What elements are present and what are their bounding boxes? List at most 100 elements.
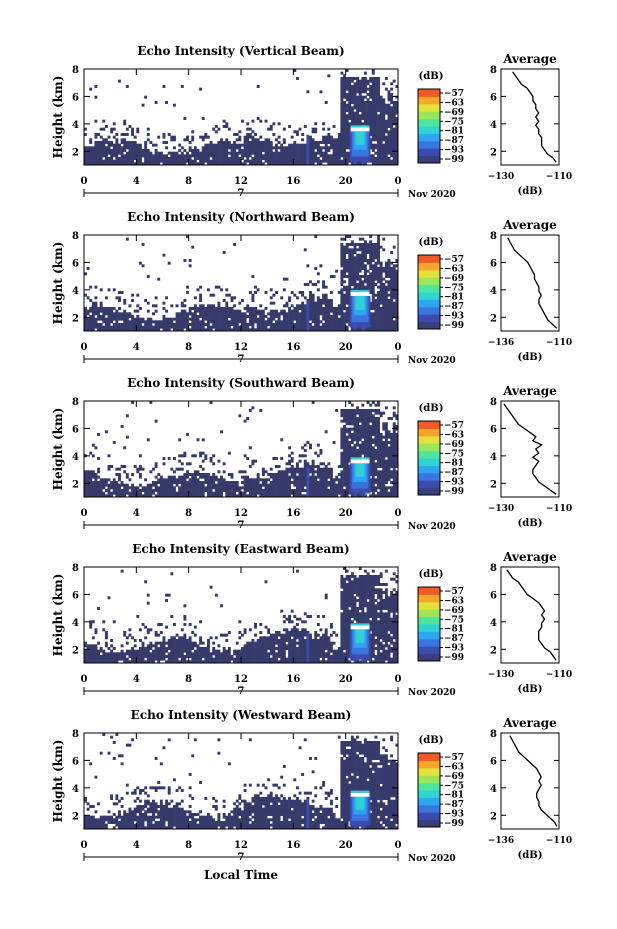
- echo-cell: [235, 317, 239, 321]
- echo-cell: [261, 154, 265, 158]
- echo-cell: [343, 130, 346, 134]
- echo-cell: [269, 309, 273, 313]
- echo-cell: [374, 133, 378, 136]
- echo-cell: [392, 130, 396, 134]
- echo-cell: [118, 315, 121, 318]
- echo-cell: [183, 473, 187, 476]
- echo-cell: [390, 475, 394, 479]
- echo-cell: [387, 462, 391, 466]
- echo-cell: [348, 449, 352, 452]
- echo-cell: [358, 82, 362, 86]
- echo-cell: [180, 481, 184, 484]
- echo-cell: [115, 486, 119, 490]
- echo-cell: [358, 119, 362, 123]
- echo-cell: [288, 143, 292, 147]
- echo-cell: [199, 159, 203, 163]
- echo-cell: [199, 299, 203, 302]
- echo-cell: [220, 475, 223, 479]
- colorbar-segment: [418, 472, 440, 481]
- echo-cell: [356, 162, 360, 165]
- echo-cell: [329, 489, 333, 492]
- echo-cell: [110, 325, 114, 329]
- echo-cell: [392, 135, 396, 139]
- echo-cell: [369, 486, 373, 490]
- echo-cell: [246, 475, 250, 479]
- echo-cell: [377, 299, 380, 302]
- echo-cell: [282, 478, 286, 482]
- echo-cell: [217, 489, 221, 492]
- echo-cell: [159, 481, 163, 484]
- echo-cell: [94, 320, 98, 324]
- echo-cell: [241, 486, 244, 490]
- echo-cell: [233, 309, 237, 313]
- echo-cell: [269, 312, 273, 316]
- echo-cell: [188, 309, 192, 313]
- echo-cell: [118, 291, 121, 294]
- echo-cell: [395, 95, 398, 99]
- echo-cell: [301, 291, 305, 294]
- echo-cell: [104, 631, 108, 634]
- bright-band-fill: [355, 295, 365, 310]
- echo-cell: [301, 478, 305, 482]
- echo-cell: [324, 141, 328, 144]
- echo-cell: [387, 417, 391, 420]
- echo-cell: [369, 87, 373, 91]
- echo-cell: [340, 151, 344, 155]
- echo-cell: [165, 157, 169, 160]
- echo-cell: [301, 307, 305, 310]
- echo-cell: [377, 106, 380, 110]
- echo-cell: [343, 280, 346, 284]
- echo-cell: [384, 325, 388, 329]
- echo-cell: [316, 491, 320, 495]
- echo-cell: [91, 149, 95, 152]
- echo-cell: [343, 478, 346, 482]
- echo-cell: [89, 470, 93, 474]
- echo-cell: [366, 251, 370, 254]
- echo-cell: [227, 489, 231, 492]
- echo-cell: [112, 135, 116, 139]
- echo-cell: [395, 494, 398, 497]
- echo-cell: [327, 317, 331, 321]
- echo-cell: [345, 315, 349, 318]
- echo-cell: [348, 454, 352, 458]
- echo-cell: [358, 269, 362, 273]
- echo-cell: [107, 655, 111, 658]
- profile-title: Average: [502, 384, 557, 398]
- echo-cell: [178, 157, 182, 160]
- echo-cell: [206, 304, 210, 308]
- echo-cell: [220, 483, 223, 487]
- echo-cell: [201, 154, 205, 158]
- echo-cell: [259, 328, 263, 331]
- echo-cell: [209, 486, 213, 490]
- echo-cell: [290, 315, 294, 318]
- echo-cell: [387, 473, 391, 476]
- echo-cell: [295, 312, 299, 316]
- echo-cell: [348, 275, 352, 278]
- echo-cell: [264, 323, 268, 326]
- echo-cell: [212, 304, 216, 308]
- echo-cell: [196, 489, 200, 492]
- echo-cell: [392, 101, 396, 104]
- echo-cell: [146, 159, 150, 163]
- echo-cell: [374, 103, 378, 107]
- echo-cell: [131, 317, 135, 321]
- echo-cell: [180, 494, 184, 497]
- echo-cell: [149, 325, 153, 329]
- echo-cell: [382, 325, 386, 329]
- echo-cell: [377, 117, 380, 120]
- echo-cell: [227, 325, 231, 329]
- echo-cell: [272, 457, 276, 460]
- echo-cell: [162, 462, 166, 466]
- profile-y-tick-label: 8: [490, 65, 497, 76]
- echo-cell: [345, 135, 349, 139]
- echo-cell: [89, 320, 93, 324]
- echo-cell: [167, 261, 171, 265]
- echo-cell: [201, 315, 205, 318]
- echo-cell: [120, 133, 124, 136]
- echo-cell: [343, 143, 346, 147]
- echo-cell: [343, 462, 346, 466]
- echo-cell: [345, 69, 349, 72]
- echo-cell: [193, 159, 197, 163]
- echo-cell: [343, 489, 346, 492]
- echo-cell: [138, 261, 142, 265]
